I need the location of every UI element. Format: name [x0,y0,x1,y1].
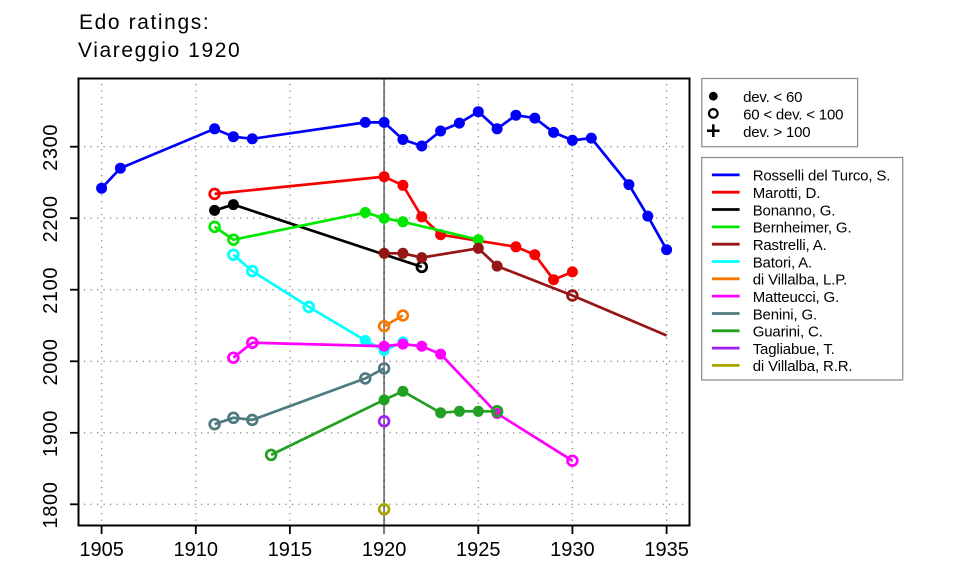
svg-text:2100: 2100 [40,267,62,314]
svg-text:di Villalba, L.P.: di Villalba, L.P. [753,272,847,289]
svg-text:di Villalba, R.R.: di Villalba, R.R. [753,358,853,375]
svg-text:dev. > 100: dev. > 100 [743,124,810,141]
svg-text:dev. < 60: dev. < 60 [743,89,802,106]
svg-text:Benini, G.: Benini, G. [753,306,817,323]
svg-text:2200: 2200 [40,195,62,242]
svg-text:1925: 1925 [456,539,501,561]
svg-text:1920: 1920 [362,539,407,561]
svg-text:Guarini, C.: Guarini, C. [753,324,823,341]
svg-text:Marotti, D.: Marotti, D. [753,185,821,202]
svg-text:Matteucci, G.: Matteucci, G. [753,289,839,306]
svg-text:Batori, A.: Batori, A. [753,254,812,271]
svg-text:1800: 1800 [40,482,62,529]
svg-text:1905: 1905 [79,539,124,561]
svg-text:1935: 1935 [644,539,689,561]
svg-text:1900: 1900 [40,410,62,457]
svg-text:Bonanno, G.: Bonanno, G. [753,202,836,219]
svg-text:60 < dev. < 100: 60 < dev. < 100 [743,106,843,123]
svg-text:2000: 2000 [40,339,62,386]
svg-text:Tagliabue, T.: Tagliabue, T. [753,341,835,358]
svg-text:Rastrelli, A.: Rastrelli, A. [753,237,827,254]
svg-text:1910: 1910 [174,539,219,561]
svg-text:Rosselli del Turco, S.: Rosselli del Turco, S. [753,168,891,185]
svg-text:2300: 2300 [40,124,62,171]
svg-text:Viareggio 1920: Viareggio 1920 [78,39,241,62]
svg-text:1930: 1930 [550,539,595,561]
svg-text:1915: 1915 [268,539,313,561]
svg-text:Bernheimer, G.: Bernheimer, G. [753,220,852,237]
svg-text:Edo ratings:: Edo ratings: [79,11,210,34]
